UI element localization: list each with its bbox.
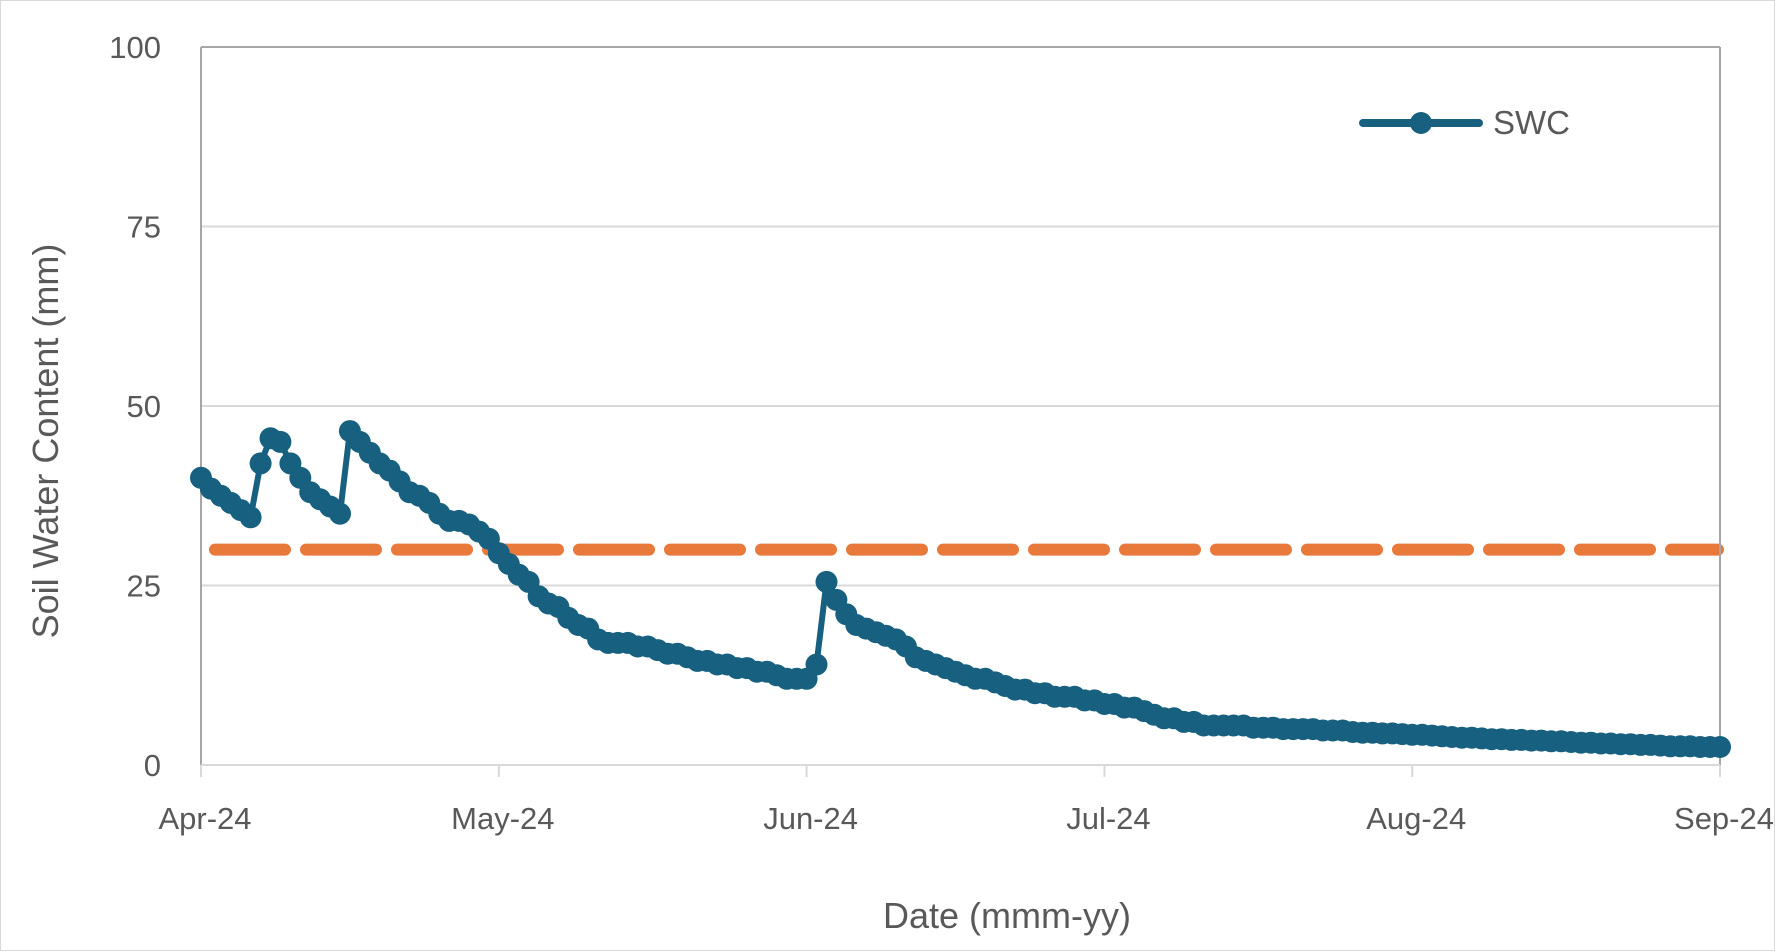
- y-axis-title: Soil Water Content (mm): [25, 244, 66, 639]
- y-tick-label: 0: [144, 748, 161, 783]
- data-point: [249, 452, 272, 475]
- tick-labels: 0 25 50 75 100 Apr-24 May-24 Jun-24 Jul-24 Aug-24…: [109, 30, 1774, 836]
- x-tick-label: May-24: [451, 801, 554, 836]
- x-tick-label: Jun-24: [763, 801, 858, 836]
- legend-label-swc: SWC: [1493, 104, 1570, 141]
- x-tick-label: Apr-24: [158, 801, 251, 836]
- series-line-swc: [198, 428, 1720, 750]
- data-point: [239, 506, 262, 529]
- data-point: [805, 653, 828, 676]
- x-tick-label: Jul-24: [1066, 801, 1150, 836]
- data-point: [269, 430, 292, 453]
- x-axis-title: Date (mmm-yy): [883, 895, 1131, 936]
- y-tick-label: 100: [109, 30, 161, 65]
- x-tick-label: Sep-24: [1674, 801, 1774, 836]
- data-point: [815, 570, 838, 593]
- y-tick-label: 50: [127, 389, 161, 424]
- axes: [200, 46, 1721, 777]
- data-point: [329, 502, 351, 525]
- data-point: [1709, 736, 1731, 758]
- series-layer: [190, 420, 1731, 758]
- x-tick-label: Aug-24: [1366, 801, 1466, 836]
- y-tick-label: 75: [127, 210, 161, 245]
- legend: SWC: [1359, 104, 1570, 141]
- y-tick-label: 25: [127, 569, 161, 604]
- legend-marker: [1410, 112, 1432, 134]
